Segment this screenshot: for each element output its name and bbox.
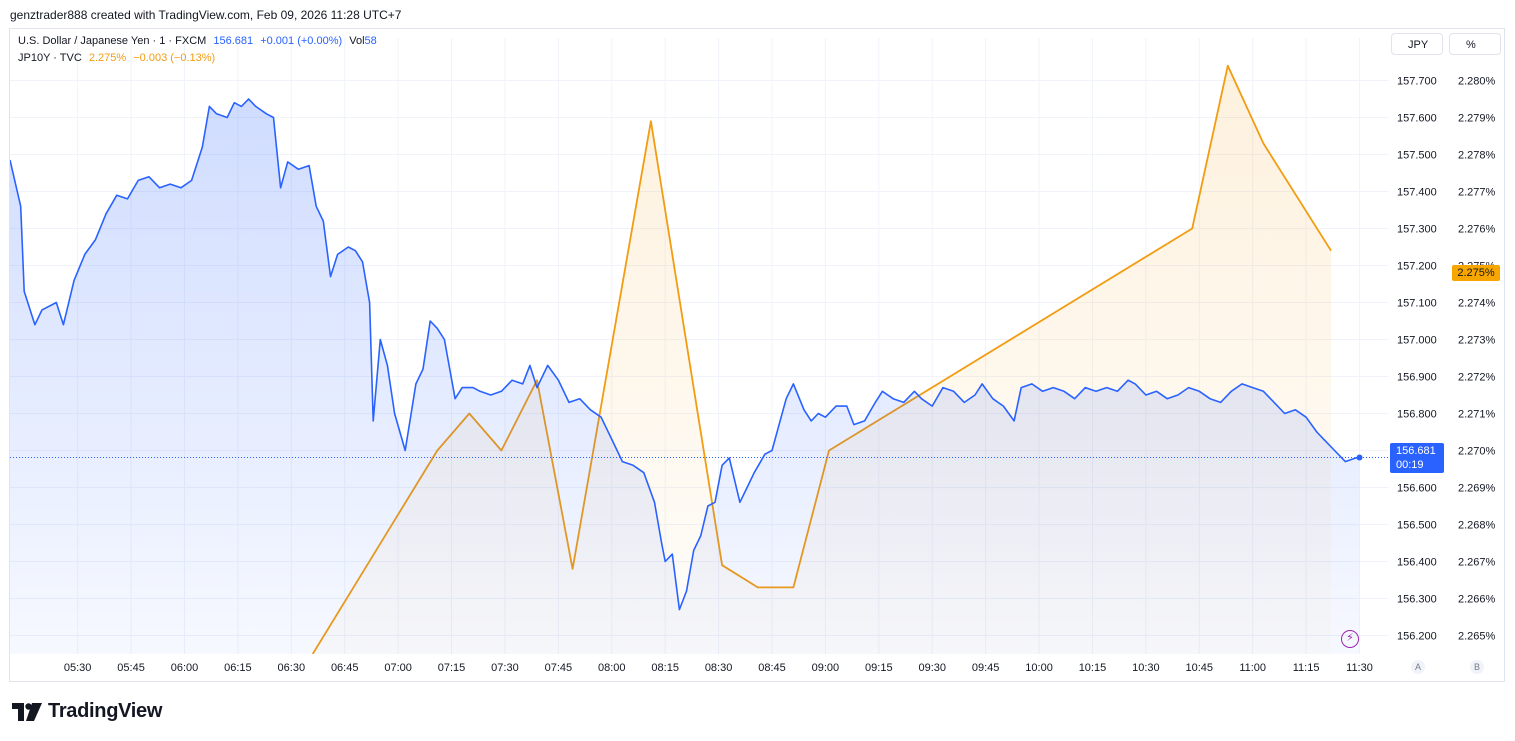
yield-tick-label: 2.269%: [1458, 483, 1496, 495]
x-tick-label: 10:00: [1025, 662, 1053, 674]
yield-tick-label: 2.266%: [1458, 594, 1496, 606]
x-tick-label: 06:30: [278, 662, 306, 674]
price-tick-label: 157.400: [1397, 187, 1437, 199]
x-tick-label: 11:30: [1346, 662, 1373, 674]
chart-header: genztrader888 created with TradingView.c…: [10, 8, 402, 22]
x-tick-label: 08:30: [705, 662, 733, 674]
yield-tick-label: 2.274%: [1458, 298, 1496, 310]
yield-tick-label: 2.270%: [1458, 446, 1496, 458]
x-tick-label: 09:15: [865, 662, 893, 674]
x-tick-label: 07:00: [384, 662, 412, 674]
scale-b-button[interactable]: B: [1470, 660, 1484, 674]
x-tick-label: 09:45: [972, 662, 1000, 674]
legend-jp10y[interactable]: JP10Y · TVC 2.275% −0.003 (−0.13%): [18, 52, 219, 64]
x-tick-label: 08:45: [758, 662, 786, 674]
yield-tick-label: 2.271%: [1458, 409, 1496, 421]
countdown-timer: 00:19: [1396, 459, 1424, 471]
price-tick-label: 157.000: [1397, 335, 1437, 347]
price-tick-label: 157.600: [1397, 113, 1437, 125]
chart-frame: [9, 28, 1505, 682]
tradingview-logo[interactable]: TradingView: [12, 700, 162, 723]
x-tick-label: 06:00: [171, 662, 199, 674]
price-tick-label: 156.400: [1397, 557, 1437, 569]
x-tick-label: 10:30: [1132, 662, 1160, 674]
x-tick-label: 09:00: [812, 662, 840, 674]
legend-usdjpy-price: 156.681: [213, 35, 254, 47]
x-tick-label: 07:15: [438, 662, 466, 674]
x-tick-label: 10:15: [1079, 662, 1107, 674]
x-tick-label: 10:45: [1186, 662, 1214, 674]
yield-tick-label: 2.280%: [1458, 76, 1496, 88]
x-tick-label: 05:30: [64, 662, 92, 674]
lightning-icon[interactable]: ⚡: [1341, 630, 1359, 648]
price-tick-label: 156.200: [1397, 631, 1437, 643]
yield-tick-label: 2.268%: [1458, 520, 1496, 532]
x-tick-label: 09:30: [918, 662, 946, 674]
x-tick-label: 11:00: [1239, 662, 1266, 674]
x-tick-label: 07:30: [491, 662, 519, 674]
legend-jp10y-symbol: JP10Y · TVC: [18, 52, 82, 64]
legend-vol-value: 58: [364, 35, 377, 47]
x-tick-label: 08:15: [651, 662, 679, 674]
auto-scale-button[interactable]: A: [1411, 660, 1425, 674]
price-tick-label: 157.100: [1397, 298, 1437, 310]
x-tick-label: 11:15: [1293, 662, 1320, 674]
x-tick-label: 06:15: [224, 662, 252, 674]
x-tick-label: 07:45: [545, 662, 573, 674]
yield-tick-label: 2.278%: [1458, 150, 1496, 162]
yield-tick-label: 2.277%: [1458, 187, 1496, 199]
legend-usdjpy-symbol: U.S. Dollar / Japanese Yen · 1 · FXCM: [18, 35, 207, 47]
x-axis: 05:30 05:45 06:00 06:15 06:30 06:45 07:00 07:15…: [64, 662, 1373, 674]
yield-tick-label: 2.276%: [1458, 224, 1496, 236]
brand-name: TradingView: [48, 700, 163, 722]
price-tick-label: 156.900: [1397, 372, 1437, 384]
currency-unit-button[interactable]: JPY: [1391, 33, 1443, 55]
price-tick-label: 156.300: [1397, 594, 1437, 606]
yield-tick-label: 2.273%: [1458, 335, 1496, 347]
legend-vol-label: Vol: [349, 35, 365, 47]
x-tick-label: 08:00: [598, 662, 626, 674]
legend-jp10y-price: 2.275%: [88, 52, 127, 64]
price-tick-label: 157.200: [1397, 261, 1437, 273]
yield-tick-label: 2.267%: [1458, 557, 1496, 569]
percent-unit-button[interactable]: %: [1449, 33, 1501, 55]
last-price-dot: [1356, 454, 1363, 461]
x-tick-label: 06:45: [331, 662, 359, 674]
yield-tick-label: 2.272%: [1458, 372, 1496, 384]
last-yield-label: 2.275%: [1452, 265, 1500, 281]
price-tick-label: 157.500: [1397, 150, 1437, 162]
tradingview-logo-icon: [12, 702, 42, 721]
usdjpy-series-line: [10, 98, 1360, 611]
price-tick-label: 156.500: [1397, 520, 1437, 532]
price-tick-label: 157.700: [1397, 76, 1437, 88]
legend-jp10y-change: −0.003 (−0.13%): [133, 52, 216, 64]
yield-tick-label: 2.265%: [1458, 631, 1496, 643]
price-tick-label: 156.800: [1397, 409, 1437, 421]
price-tick-label: 157.300: [1397, 224, 1437, 236]
yield-tick-label: 2.279%: [1458, 113, 1496, 125]
legend-usdjpy-change: +0.001 (+0.00%): [260, 35, 343, 47]
last-price-value: 156.681: [1396, 445, 1436, 457]
usdjpy-area: [10, 99, 1360, 654]
price-tick-label: 156.600: [1397, 483, 1437, 495]
x-tick-label: 05:45: [117, 662, 145, 674]
last-price-label: 156.681 00:19: [1390, 443, 1444, 473]
price-axis: 157.700 157.600 157.500 157.400 157.300 157.2…: [1397, 76, 1437, 643]
yield-axis: 2.280%2.279%2.278%2.277%2.276%2.275%2.27…: [1458, 76, 1496, 643]
legend-usdjpy[interactable]: U.S. Dollar / Japanese Yen · 1 · FXCM 15…: [18, 35, 381, 47]
